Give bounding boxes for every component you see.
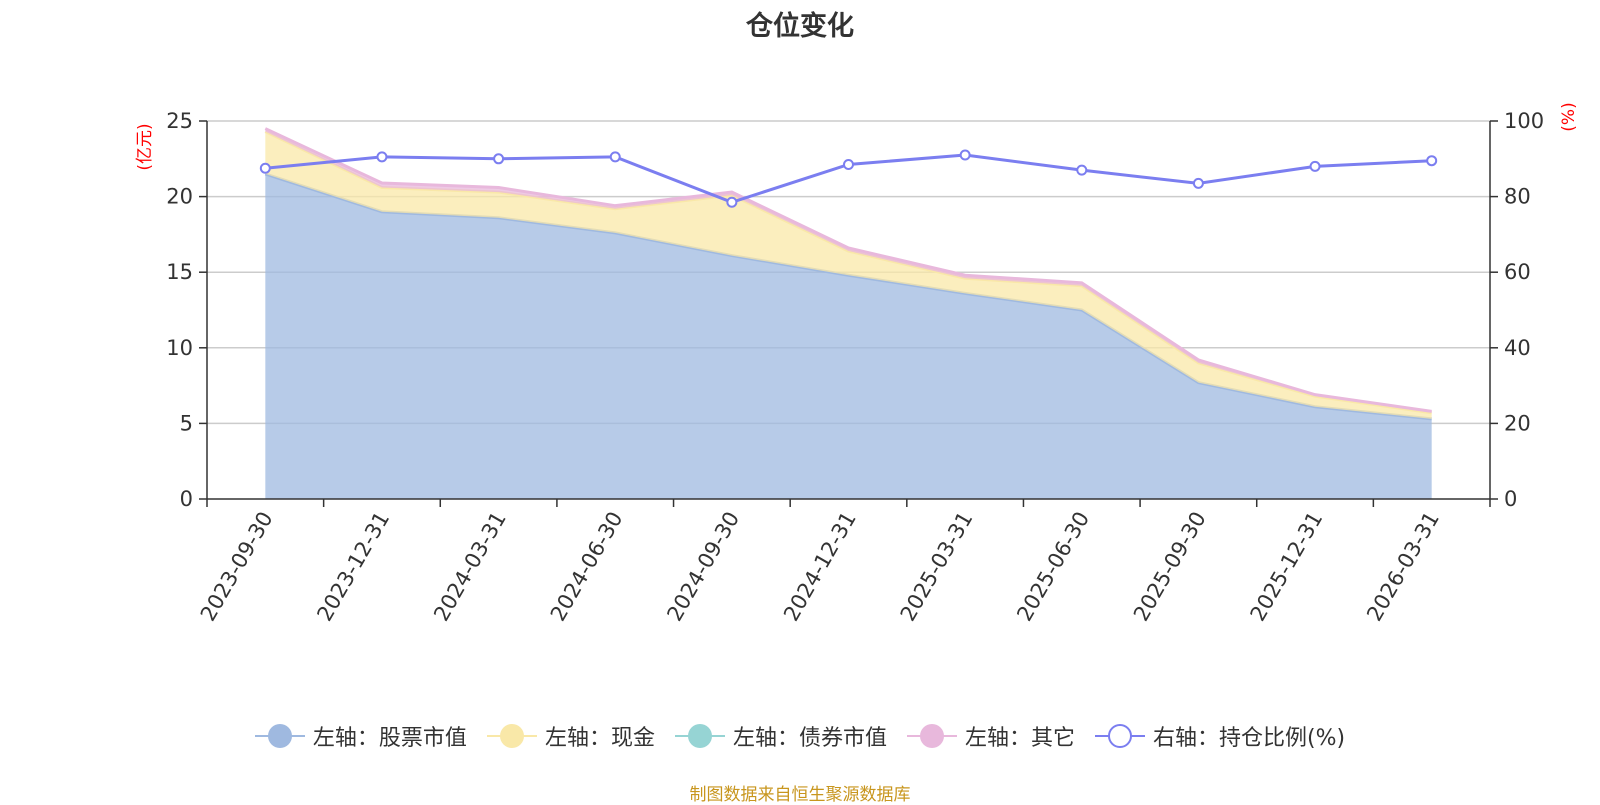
left-tick-label: 0	[180, 487, 193, 511]
x-tick-label: 2025-09-30	[1129, 508, 1211, 626]
legend-marker-icon	[674, 723, 725, 749]
legend-marker-icon	[1094, 723, 1145, 749]
x-tick-label: 2023-09-30	[196, 508, 278, 626]
line-point	[1076, 164, 1088, 176]
legend-label: 右轴：持仓比例(%)	[1152, 726, 1346, 751]
line-point	[493, 153, 505, 165]
left-tick-label: 20	[166, 185, 193, 209]
line-point	[843, 158, 854, 170]
legend-item[interactable]: 左轴：债券市值	[674, 720, 887, 752]
area-series-0	[265, 173, 1432, 500]
line-point	[1426, 155, 1438, 167]
right-tick-label: 60	[1504, 260, 1531, 284]
legend-marker-icon	[254, 723, 305, 749]
chart-title: 仓位变化	[746, 11, 854, 42]
area-series-3	[265, 128, 1432, 413]
area-series-1	[265, 131, 1432, 419]
line-point	[259, 162, 271, 174]
area-edge-3	[264, 127, 1432, 413]
right-tick-label: 40	[1504, 336, 1531, 360]
right-tick-label: 0	[1504, 487, 1517, 511]
legend-item[interactable]: 左轴：其它	[906, 720, 1075, 752]
right-tick-label: 20	[1504, 411, 1531, 435]
x-tick-label: 2025-06-30	[1012, 508, 1094, 626]
line-point	[609, 151, 621, 163]
chart-legend: 左轴：股票市值 左轴：现金 左轴：债券市值 左轴：其它 右轴：持仓比例(%)	[0, 720, 1600, 752]
x-tick-label: 2024-06-30	[546, 508, 628, 626]
line-point	[1192, 177, 1204, 189]
left-tick-label: 10	[166, 336, 193, 360]
legend-item[interactable]: 右轴：持仓比例(%)	[1094, 720, 1346, 752]
legend-marker-icon	[906, 723, 957, 749]
left-tick-label: 5	[180, 411, 193, 435]
x-tick-label: 2024-12-31	[779, 508, 861, 626]
x-tick-label: 2023-12-31	[312, 508, 394, 626]
left-axis-unit: (亿元)	[135, 123, 155, 170]
legend-marker-icon	[486, 723, 537, 749]
line-point	[1309, 160, 1321, 172]
legend-item[interactable]: 左轴：现金	[486, 720, 655, 752]
x-tick-label: 2026-03-31	[1362, 508, 1444, 626]
legend-item[interactable]: 左轴：股票市值	[254, 720, 467, 752]
right-tick-label: 80	[1504, 185, 1531, 209]
left-tick-label: 15	[166, 260, 193, 284]
x-tick-label: 2024-03-31	[429, 508, 511, 626]
line-point	[376, 151, 388, 163]
x-tick-label: 2025-03-31	[896, 508, 978, 626]
left-tick-label: 25	[166, 109, 193, 133]
x-tick-label: 2024-09-30	[662, 508, 744, 626]
right-tick-label: 100	[1504, 109, 1544, 133]
line-point	[726, 196, 738, 208]
legend-label: 左轴：其它	[964, 726, 1075, 751]
source-note: 制图数据来自恒生聚源数据库	[689, 785, 911, 805]
x-tick-label: 2025-12-31	[1246, 508, 1328, 626]
line-point	[959, 149, 971, 161]
legend-label: 左轴：债券市值	[732, 726, 887, 751]
legend-label: 左轴：股票市值	[312, 726, 467, 751]
legend-label: 左轴：现金	[544, 726, 655, 751]
right-axis-unit: (%)	[1559, 102, 1579, 131]
